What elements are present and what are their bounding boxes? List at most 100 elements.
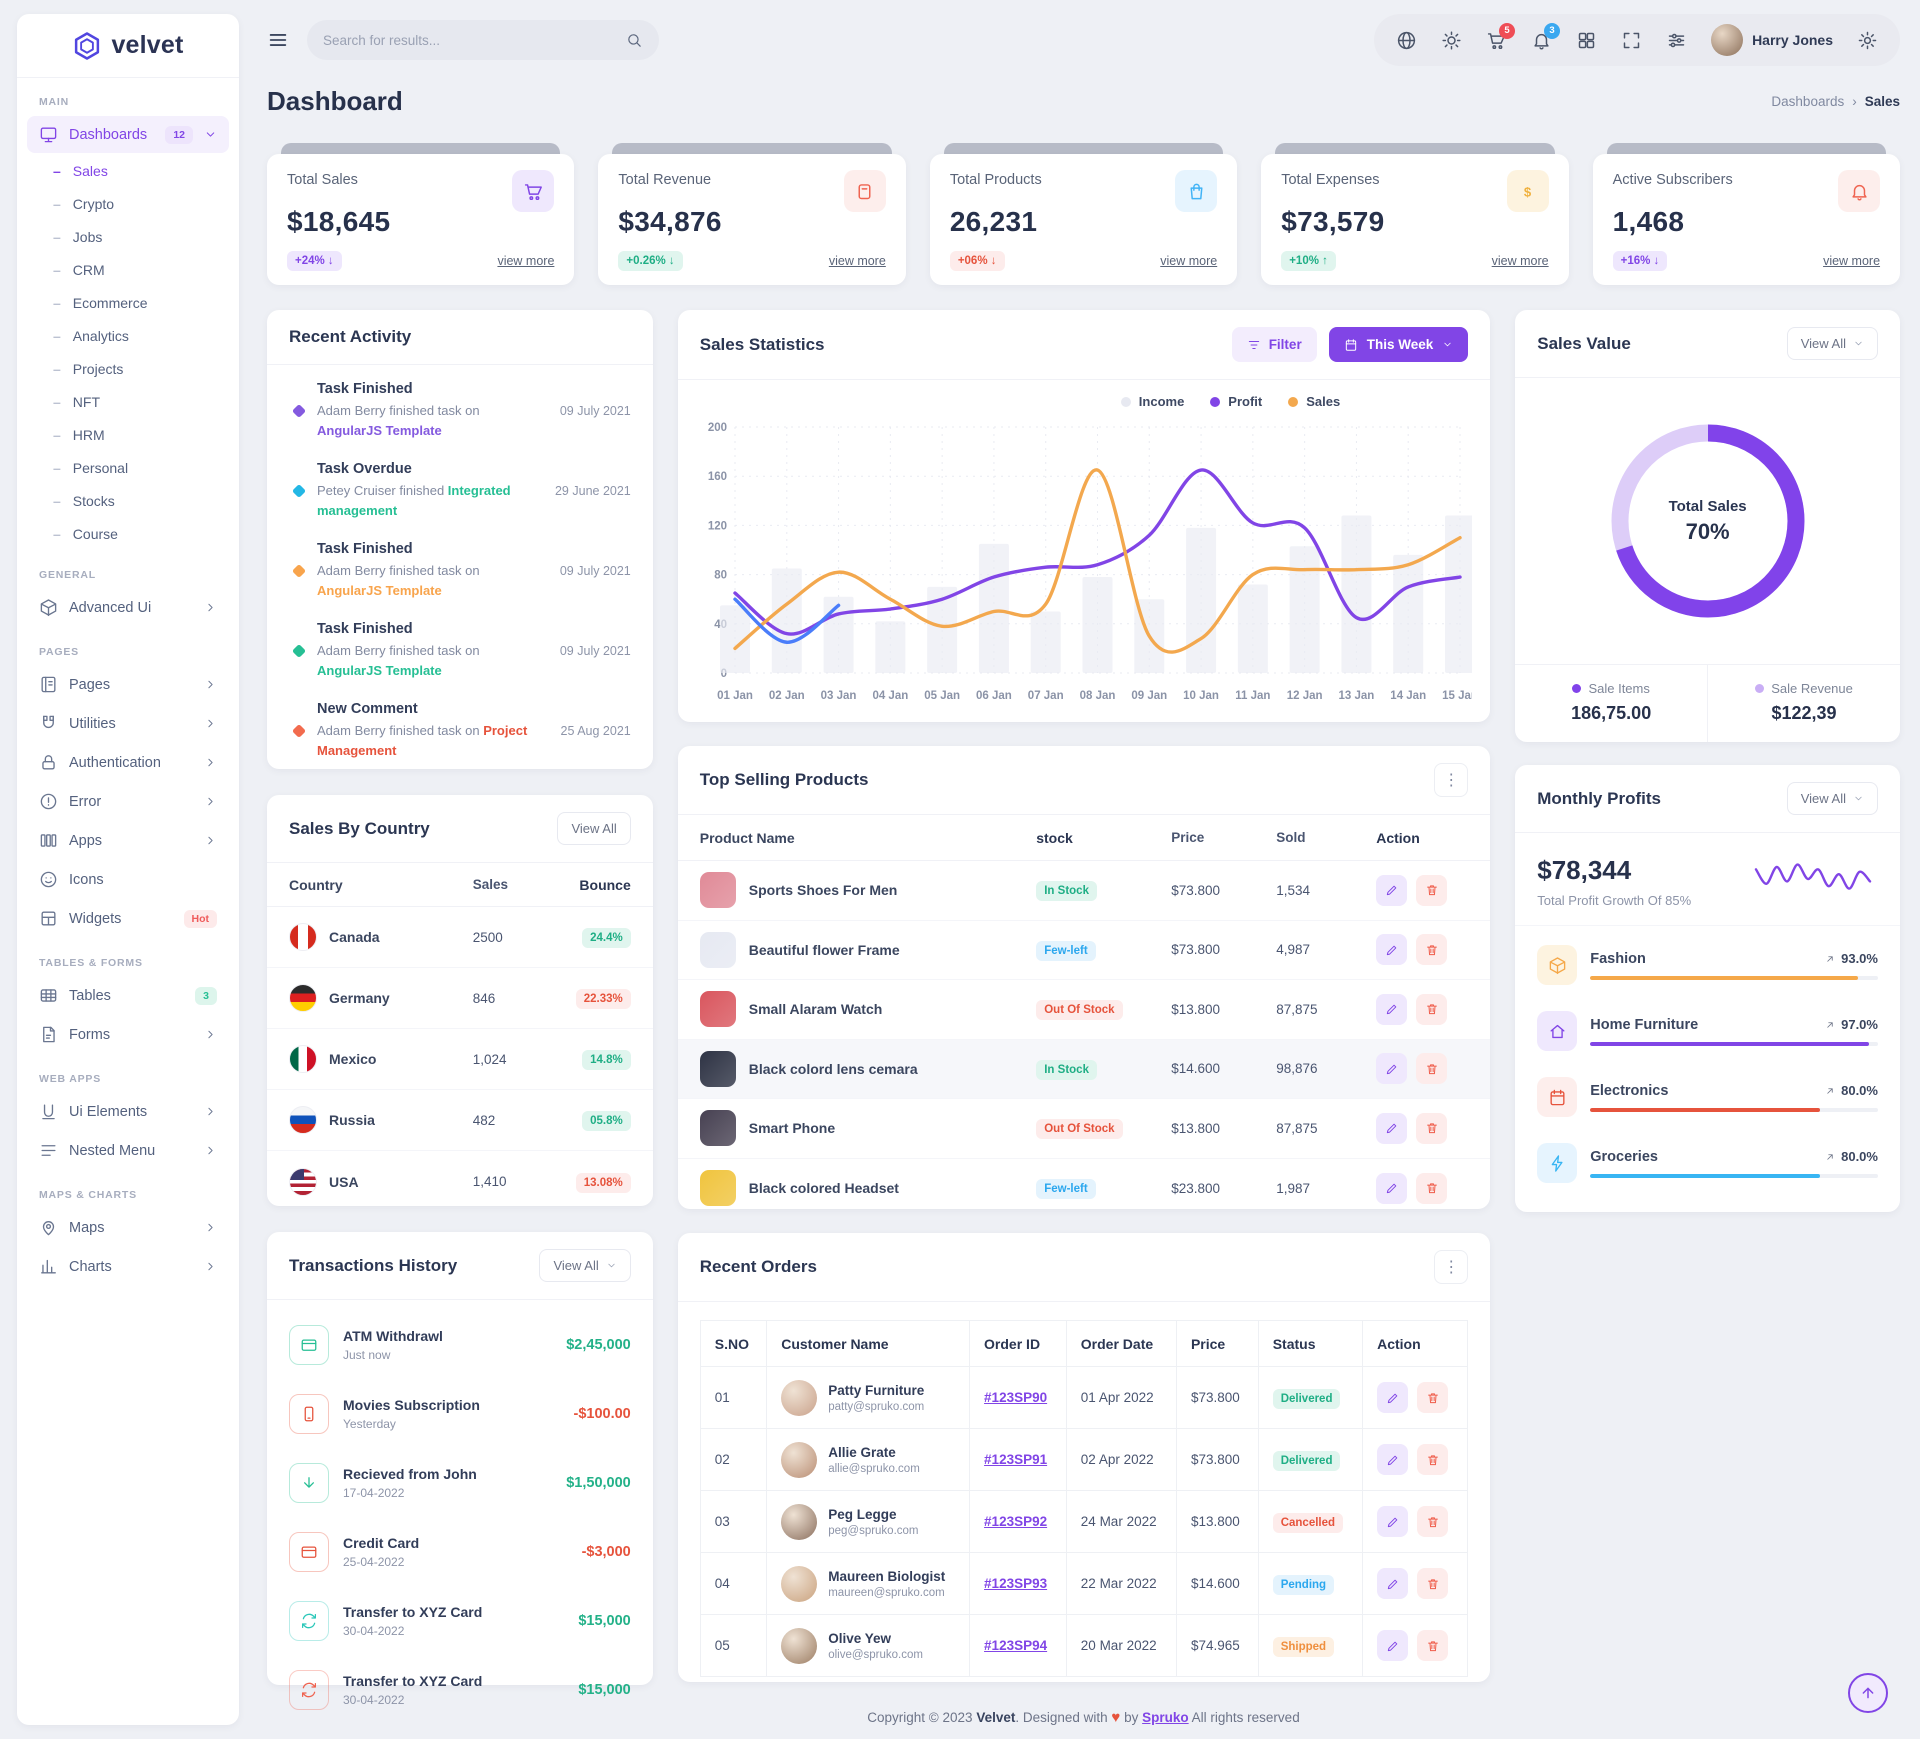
sidebar-subitem-projects[interactable]: – Projects	[53, 361, 124, 377]
delete-button[interactable]	[1416, 874, 1448, 906]
edit-button[interactable]	[1376, 934, 1408, 966]
edit-button[interactable]	[1377, 1568, 1409, 1599]
delete-button[interactable]	[1417, 1630, 1449, 1661]
sidebar-subitem-stocks[interactable]: – Stocks	[53, 493, 115, 509]
legend-sales[interactable]: Sales	[1288, 394, 1340, 409]
activity-link[interactable]: AngularJS Template	[317, 422, 442, 438]
view-all-button[interactable]: View All	[1786, 782, 1878, 815]
sidebar-item-authentication[interactable]: Authentication	[27, 744, 229, 781]
edit-button[interactable]	[1377, 1382, 1409, 1413]
product-name: Small Alaram Watch	[748, 1001, 883, 1018]
edit-button[interactable]	[1376, 1172, 1408, 1204]
view-all-button[interactable]: View All	[1786, 327, 1878, 360]
sidebar-subitem-crm[interactable]: – CRM	[53, 262, 105, 278]
edit-button[interactable]	[1376, 1112, 1408, 1144]
sidebar-item-apps[interactable]: Apps	[27, 822, 229, 859]
spruko-link[interactable]: Spruko	[1142, 1710, 1189, 1725]
transaction-label: Transfer to XYZ Card	[343, 1603, 483, 1620]
sidebar-item-dashboards[interactable]: Dashboards 12	[27, 116, 229, 153]
sidebar-item-pages[interactable]: Pages	[27, 666, 229, 703]
cart-badge: 5	[1499, 22, 1516, 39]
sidebar-item-widgets[interactable]: Widgets Hot	[27, 900, 229, 937]
activity-link[interactable]: AngularJS Template	[317, 582, 442, 598]
more-options-icon[interactable]: ⋮	[1434, 1250, 1469, 1284]
order-id-link[interactable]: #123SP91	[984, 1452, 1048, 1467]
order-id-link[interactable]: #123SP90	[984, 1390, 1048, 1405]
view-more-link[interactable]: view more	[1160, 254, 1218, 268]
view-more-link[interactable]: view more	[828, 254, 886, 268]
sidebar-subitem-crypto[interactable]: – Crypto	[53, 196, 115, 212]
delete-button[interactable]	[1417, 1568, 1449, 1599]
chevron-right-icon	[204, 1144, 217, 1157]
sidebar-item-nested-menu[interactable]: Nested Menu	[27, 1132, 229, 1169]
sidebar-subitem-course[interactable]: – Course	[53, 526, 118, 542]
sidebar-subitem-personal[interactable]: – Personal	[53, 460, 129, 476]
edit-button[interactable]	[1376, 874, 1408, 906]
sidebar-item-forms[interactable]: Forms	[27, 1016, 229, 1053]
scroll-top-button[interactable]	[1848, 1673, 1888, 1713]
trash-icon	[1425, 1062, 1439, 1076]
hamburger-menu-icon[interactable]	[267, 29, 289, 51]
order-id-link[interactable]: #123SP92	[984, 1514, 1048, 1529]
order-id-link[interactable]: #123SP93	[984, 1576, 1048, 1591]
gear-icon[interactable]	[1857, 30, 1878, 51]
edit-button[interactable]	[1376, 993, 1408, 1025]
breadcrumb-root[interactable]: Dashboards	[1771, 94, 1845, 109]
delete-button[interactable]	[1416, 1112, 1448, 1144]
sidebar-subitem-analytics[interactable]: – Analytics	[53, 328, 129, 344]
activity-link[interactable]: AngularJS Template	[317, 662, 442, 678]
sidebar-item-error[interactable]: Error	[27, 783, 229, 820]
notifications-bell-icon[interactable]: 3	[1531, 22, 1561, 51]
sidebar-subitem-sales[interactable]: – Sales	[53, 163, 108, 179]
date-range-button[interactable]: This Week	[1328, 327, 1469, 362]
filter-button[interactable]: Filter	[1231, 327, 1317, 362]
activity-link[interactable]: Integrated management	[317, 483, 511, 518]
edit-button[interactable]	[1377, 1630, 1409, 1661]
delete-button[interactable]	[1417, 1382, 1449, 1413]
stock-badge: In Stock	[1036, 1059, 1097, 1080]
edit-button[interactable]	[1376, 1053, 1408, 1085]
sidebar-item-charts[interactable]: Charts	[27, 1248, 229, 1285]
legend-profit[interactable]: Profit	[1210, 394, 1262, 409]
sidebar-item-tables[interactable]: Tables 3	[27, 977, 229, 1014]
delete-button[interactable]	[1417, 1444, 1449, 1475]
fullscreen-icon[interactable]	[1621, 30, 1642, 51]
language-globe-icon[interactable]	[1396, 30, 1417, 51]
sidebar-item-advanced-ui[interactable]: Advanced Ui	[27, 589, 229, 626]
delete-button[interactable]	[1416, 993, 1448, 1025]
sidebar-subitem-jobs[interactable]: – Jobs	[53, 229, 103, 245]
more-options-icon[interactable]: ⋮	[1434, 763, 1469, 797]
legend-income[interactable]: Income	[1120, 394, 1184, 409]
activity-link[interactable]: Project Management	[317, 723, 528, 758]
order-id-link[interactable]: #123SP94	[984, 1638, 1048, 1653]
delete-button[interactable]	[1417, 1506, 1449, 1537]
edit-button[interactable]	[1377, 1506, 1409, 1537]
delete-button[interactable]	[1416, 1172, 1448, 1204]
sidebar-subitem-nft[interactable]: – NFT	[53, 394, 101, 410]
product-price: $23.800	[1171, 1180, 1221, 1196]
search-input[interactable]	[323, 32, 616, 48]
view-all-button[interactable]: View All	[557, 812, 631, 845]
sidebar-item-maps[interactable]: Maps	[27, 1209, 229, 1246]
view-more-link[interactable]: view more	[1823, 254, 1881, 268]
sidebar-item-icons[interactable]: Icons	[27, 861, 229, 898]
view-more-link[interactable]: view more	[497, 254, 555, 268]
sidebar-item-ui-elements[interactable]: Ui Elements	[27, 1093, 229, 1130]
sidebar-item-utilities[interactable]: Utilities	[27, 705, 229, 742]
settings-sliders-icon[interactable]	[1666, 30, 1687, 51]
cart-icon[interactable]: 5	[1486, 22, 1516, 51]
user-menu[interactable]: Harry Jones	[1711, 24, 1833, 56]
delete-button[interactable]	[1416, 934, 1448, 966]
brand-logo[interactable]: velvet	[17, 14, 239, 78]
view-all-button[interactable]: View All	[539, 1249, 631, 1282]
kpi-label: Active Subscribers	[1612, 172, 1733, 188]
delete-button[interactable]	[1416, 1053, 1448, 1085]
theme-toggle-icon[interactable]	[1441, 30, 1462, 51]
sidebar-subitem-hrm[interactable]: – HRM	[53, 427, 105, 443]
sidebar-subitem-ecommerce[interactable]: – Ecommerce	[53, 295, 148, 311]
edit-button[interactable]	[1377, 1444, 1409, 1475]
view-more-link[interactable]: view more	[1491, 254, 1549, 268]
search-icon[interactable]	[626, 32, 643, 49]
apps-grid-icon[interactable]	[1576, 30, 1597, 51]
